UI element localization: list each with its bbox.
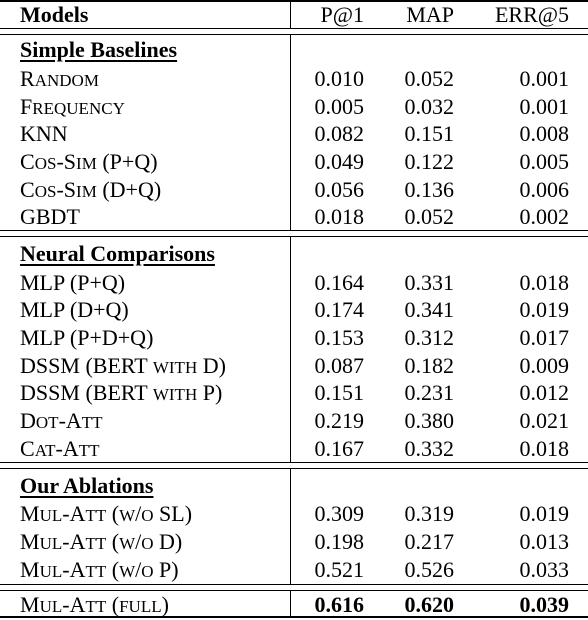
final-p1-value: 0.616 bbox=[314, 592, 365, 617]
model-name: CAT-ATT bbox=[20, 436, 100, 461]
err5-value: 0.009 bbox=[519, 353, 570, 378]
top-rule bbox=[0, 0, 588, 2]
map-value: 0.331 bbox=[404, 270, 455, 295]
header-err5: ERR@5 bbox=[494, 2, 569, 27]
p1-value: 0.087 bbox=[314, 353, 365, 378]
p1-value: 0.198 bbox=[314, 529, 365, 554]
column-rule-sec2 bbox=[290, 237, 291, 463]
section-title: Neural Comparisons bbox=[20, 241, 215, 266]
map-value: 0.122 bbox=[404, 149, 455, 174]
model-name: MLP (P+D+Q) bbox=[20, 325, 154, 350]
column-rule-final bbox=[290, 591, 291, 617]
err5-value: 0.021 bbox=[519, 408, 570, 433]
section-title: Our Ablations bbox=[20, 473, 154, 498]
err5-value: 0.019 bbox=[519, 501, 570, 526]
err5-value: 0.033 bbox=[519, 557, 570, 582]
p1-value: 0.167 bbox=[314, 436, 365, 461]
header-p1: P@1 bbox=[320, 2, 365, 27]
model-name: MLP (P+Q) bbox=[20, 270, 126, 295]
p1-value: 0.049 bbox=[314, 149, 365, 174]
err5-value: 0.005 bbox=[519, 149, 570, 174]
final-model-name: MUL-ATT (FULL) bbox=[20, 592, 169, 617]
map-value: 0.231 bbox=[404, 380, 455, 405]
section-rule-1-double bbox=[0, 236, 588, 237]
map-value: 0.380 bbox=[404, 408, 455, 433]
p1-value: 0.309 bbox=[314, 501, 365, 526]
err5-value: 0.008 bbox=[519, 121, 570, 146]
err5-value: 0.006 bbox=[519, 177, 570, 202]
err5-value: 0.019 bbox=[519, 297, 570, 322]
map-value: 0.312 bbox=[404, 325, 455, 350]
map-value: 0.182 bbox=[404, 353, 455, 378]
err5-value: 0.012 bbox=[519, 380, 570, 405]
header-map: MAP bbox=[406, 2, 454, 27]
column-rule-sec1 bbox=[290, 35, 291, 231]
p1-value: 0.521 bbox=[314, 557, 365, 582]
final-err5-value: 0.039 bbox=[519, 592, 570, 617]
map-value: 0.052 bbox=[404, 204, 455, 229]
section-title: Simple Baselines bbox=[20, 37, 178, 62]
model-name: COS-SIM (P+Q) bbox=[20, 149, 158, 174]
model-name: RANDOM bbox=[20, 66, 99, 91]
map-value: 0.032 bbox=[404, 94, 455, 119]
p1-value: 0.018 bbox=[314, 204, 365, 229]
err5-value: 0.018 bbox=[519, 270, 570, 295]
map-value: 0.217 bbox=[404, 529, 455, 554]
map-value: 0.332 bbox=[404, 436, 455, 461]
p1-value: 0.219 bbox=[314, 408, 365, 433]
p1-value: 0.153 bbox=[314, 325, 365, 350]
header-rule-double bbox=[0, 34, 588, 35]
model-name: GBDT bbox=[20, 204, 80, 229]
map-value: 0.526 bbox=[404, 557, 455, 582]
map-value: 0.341 bbox=[404, 297, 455, 322]
column-rule-header bbox=[290, 0, 291, 29]
bottom-rule bbox=[0, 616, 588, 618]
header-models: Models bbox=[20, 2, 89, 27]
header-rule bbox=[0, 28, 588, 29]
model-name: KNN bbox=[20, 121, 68, 146]
p1-value: 0.151 bbox=[314, 380, 365, 405]
err5-value: 0.013 bbox=[519, 529, 570, 554]
section-rule-2 bbox=[0, 462, 588, 463]
model-name: FREQUENCY bbox=[20, 94, 125, 119]
p1-value: 0.056 bbox=[314, 177, 365, 202]
model-name: MUL-ATT (W/O P) bbox=[20, 557, 179, 582]
err5-value: 0.002 bbox=[519, 204, 570, 229]
model-name: MUL-ATT (W/O D) bbox=[20, 529, 183, 554]
p1-value: 0.082 bbox=[314, 121, 365, 146]
section-rule-2-double bbox=[0, 468, 588, 469]
err5-value: 0.017 bbox=[519, 325, 570, 350]
model-name: MLP (D+Q) bbox=[20, 297, 129, 322]
section-rule-3-double bbox=[0, 590, 588, 591]
model-name: COS-SIM (D+Q) bbox=[20, 177, 162, 202]
err5-value: 0.018 bbox=[519, 436, 570, 461]
column-rule-sec3 bbox=[290, 469, 291, 585]
p1-value: 0.010 bbox=[314, 66, 365, 91]
p1-value: 0.164 bbox=[314, 270, 365, 295]
map-value: 0.319 bbox=[404, 501, 455, 526]
err5-value: 0.001 bbox=[519, 66, 570, 91]
map-value: 0.052 bbox=[404, 66, 455, 91]
err5-value: 0.001 bbox=[519, 94, 570, 119]
map-value: 0.151 bbox=[404, 121, 455, 146]
model-name: DSSM (BERT WITH D) bbox=[20, 353, 226, 378]
p1-value: 0.174 bbox=[314, 297, 365, 322]
section-rule-3 bbox=[0, 584, 588, 585]
model-name: MUL-ATT (W/O SL) bbox=[20, 501, 193, 526]
p1-value: 0.005 bbox=[314, 94, 365, 119]
final-map-value: 0.620 bbox=[404, 592, 455, 617]
map-value: 0.136 bbox=[404, 177, 455, 202]
model-name: DOT-ATT bbox=[20, 408, 103, 433]
model-name: DSSM (BERT WITH P) bbox=[20, 380, 223, 405]
section-rule-1 bbox=[0, 230, 588, 231]
